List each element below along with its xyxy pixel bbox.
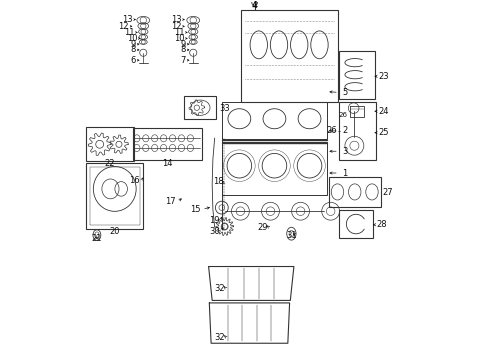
Text: 7: 7 bbox=[181, 56, 186, 65]
Text: 26: 26 bbox=[339, 112, 347, 118]
Text: 15: 15 bbox=[190, 205, 200, 214]
Text: 33: 33 bbox=[219, 104, 230, 113]
Text: 3: 3 bbox=[343, 147, 348, 156]
Text: 25: 25 bbox=[378, 128, 389, 137]
Text: 19: 19 bbox=[210, 216, 220, 225]
Bar bbox=[184, 96, 217, 120]
Text: 6: 6 bbox=[131, 56, 136, 65]
Text: 18: 18 bbox=[213, 177, 223, 186]
Bar bbox=[339, 51, 375, 99]
Text: 4: 4 bbox=[252, 1, 258, 10]
Text: 12: 12 bbox=[119, 22, 129, 31]
Text: 16: 16 bbox=[129, 176, 140, 185]
Bar bbox=[86, 127, 134, 161]
Text: 11: 11 bbox=[124, 28, 134, 37]
Text: 32: 32 bbox=[215, 333, 225, 342]
Text: 27: 27 bbox=[382, 188, 392, 197]
Text: 24: 24 bbox=[378, 107, 389, 116]
Text: 22: 22 bbox=[105, 159, 115, 168]
Text: 8: 8 bbox=[181, 45, 186, 54]
Bar bbox=[133, 128, 202, 160]
Text: 12: 12 bbox=[171, 22, 181, 31]
Bar bbox=[329, 177, 381, 207]
Text: 32: 32 bbox=[215, 284, 225, 293]
Text: 2: 2 bbox=[343, 126, 348, 135]
Text: 29: 29 bbox=[258, 223, 268, 232]
Text: 13: 13 bbox=[122, 15, 133, 24]
Text: 5: 5 bbox=[343, 88, 348, 97]
Text: 17: 17 bbox=[165, 197, 175, 206]
Text: 11: 11 bbox=[174, 28, 184, 37]
Text: 30: 30 bbox=[209, 227, 220, 236]
Text: 9: 9 bbox=[181, 40, 186, 49]
Text: 31: 31 bbox=[286, 231, 297, 240]
Text: 20: 20 bbox=[109, 228, 120, 237]
Bar bbox=[339, 210, 373, 238]
Text: 28: 28 bbox=[376, 220, 387, 229]
Text: 8: 8 bbox=[131, 45, 136, 54]
Text: 10: 10 bbox=[127, 34, 137, 43]
Bar bbox=[242, 10, 338, 102]
Text: 23: 23 bbox=[378, 72, 389, 81]
Text: 10: 10 bbox=[174, 34, 184, 43]
Text: 13: 13 bbox=[171, 15, 181, 24]
Bar bbox=[86, 163, 143, 229]
Text: 14: 14 bbox=[162, 159, 172, 168]
Bar bbox=[339, 102, 376, 160]
Text: 1: 1 bbox=[343, 168, 348, 177]
Text: 9: 9 bbox=[131, 40, 136, 49]
Text: 21: 21 bbox=[92, 234, 102, 243]
Text: 26: 26 bbox=[326, 126, 337, 135]
